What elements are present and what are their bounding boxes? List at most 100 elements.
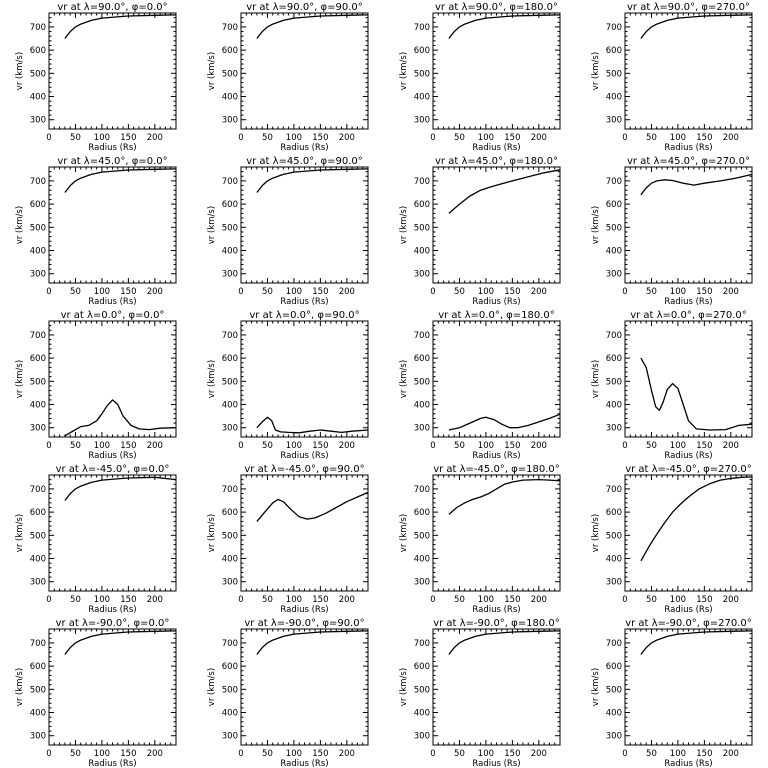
y-tick-label: 300 bbox=[414, 578, 430, 588]
y-tick-label: 300 bbox=[414, 116, 430, 126]
x-tick-label: 200 bbox=[723, 749, 739, 759]
x-tick-label: 0 bbox=[622, 287, 627, 297]
x-axis-label: Radius (Rs) bbox=[88, 605, 136, 615]
x-tick-label: 200 bbox=[147, 749, 163, 759]
x-tick-label: 100 bbox=[94, 595, 110, 605]
x-tick-label: 150 bbox=[120, 133, 136, 143]
y-tick-label: 400 bbox=[222, 247, 238, 257]
y-tick-label: 300 bbox=[30, 424, 46, 434]
x-tick-label: 200 bbox=[147, 133, 163, 143]
chart-title: vr at λ=-90.0°, φ=180.0° bbox=[433, 618, 560, 629]
x-tick-label: 0 bbox=[238, 441, 243, 451]
x-tick-label: 200 bbox=[723, 287, 739, 297]
x-axis-label: Radius (Rs) bbox=[280, 759, 328, 768]
y-tick-label: 500 bbox=[222, 531, 238, 541]
chart-title: vr at λ=-45.0°, φ=90.0° bbox=[244, 464, 364, 475]
plot-frame bbox=[432, 12, 561, 130]
y-tick-label: 700 bbox=[222, 639, 238, 649]
y-tick-label: 700 bbox=[606, 485, 622, 495]
x-tick-label: 0 bbox=[46, 133, 51, 143]
x-tick-label: 50 bbox=[646, 749, 657, 759]
x-tick-label: 100 bbox=[670, 287, 686, 297]
y-tick-label: 300 bbox=[414, 270, 430, 280]
x-tick-label: 200 bbox=[339, 133, 355, 143]
x-axis-label: Radius (Rs) bbox=[280, 297, 328, 307]
chart-title: vr at λ=45.0°, φ=270.0° bbox=[627, 156, 750, 167]
y-tick-label: 500 bbox=[222, 377, 238, 387]
y-tick-label: 300 bbox=[222, 116, 238, 126]
y-tick-label: 400 bbox=[222, 555, 238, 565]
chart-title: vr at λ=90.0°, φ=90.0° bbox=[246, 2, 363, 13]
y-tick-label: 500 bbox=[606, 223, 622, 233]
y-tick-label: 700 bbox=[222, 23, 238, 33]
x-tick-label: 100 bbox=[286, 749, 302, 759]
chart-panel: vr at λ=90.0°, φ=180.0° 0 50 100 150 200 300 40… bbox=[399, 2, 561, 153]
x-tick-label: 150 bbox=[120, 595, 136, 605]
x-tick-label: 100 bbox=[286, 441, 302, 451]
y-tick-label: 600 bbox=[222, 200, 238, 210]
y-tick-label: 500 bbox=[30, 685, 46, 695]
chart-panel: vr at λ=-45.0°, φ=0.0° 0 50 100 150 200 300 400… bbox=[15, 464, 177, 615]
series-line bbox=[448, 14, 561, 39]
series-line bbox=[256, 168, 369, 193]
x-tick-label: 50 bbox=[70, 287, 81, 297]
y-axis-label: vr (km/s) bbox=[591, 52, 601, 90]
series-line bbox=[64, 476, 177, 501]
y-tick-label: 300 bbox=[222, 270, 238, 280]
y-tick-label: 600 bbox=[222, 354, 238, 364]
x-tick-label: 150 bbox=[696, 749, 712, 759]
x-tick-label: 150 bbox=[120, 749, 136, 759]
plot-frame bbox=[48, 12, 177, 130]
x-tick-label: 50 bbox=[646, 441, 657, 451]
x-tick-label: 0 bbox=[238, 749, 243, 759]
plot-frame bbox=[240, 166, 369, 284]
series-line bbox=[640, 357, 753, 431]
x-tick-label: 100 bbox=[478, 749, 494, 759]
x-tick-label: 50 bbox=[70, 133, 81, 143]
x-tick-label: 150 bbox=[120, 441, 136, 451]
x-tick-label: 200 bbox=[339, 595, 355, 605]
y-tick-label: 700 bbox=[606, 331, 622, 341]
y-tick-label: 300 bbox=[606, 732, 622, 742]
y-tick-label: 300 bbox=[222, 578, 238, 588]
series-line bbox=[64, 14, 177, 39]
y-axis-label: vr (km/s) bbox=[207, 514, 217, 552]
y-axis-label: vr (km/s) bbox=[591, 206, 601, 244]
y-tick-label: 700 bbox=[30, 23, 46, 33]
y-tick-label: 400 bbox=[414, 247, 430, 257]
x-tick-label: 150 bbox=[696, 133, 712, 143]
y-tick-label: 700 bbox=[414, 23, 430, 33]
x-tick-label: 200 bbox=[531, 287, 547, 297]
x-tick-label: 100 bbox=[670, 441, 686, 451]
chart-title: vr at λ=45.0°, φ=180.0° bbox=[435, 156, 558, 167]
x-axis-label: Radius (Rs) bbox=[88, 451, 136, 461]
x-axis-label: Radius (Rs) bbox=[88, 759, 136, 768]
x-tick-label: 200 bbox=[339, 749, 355, 759]
chart-panel: vr at λ=-90.0°, φ=90.0° 0 50 100 150 200 300 40… bbox=[207, 618, 369, 768]
chart-title: vr at λ=45.0°, φ=0.0° bbox=[57, 156, 167, 167]
chart-title: vr at λ=-90.0°, φ=0.0° bbox=[56, 618, 170, 629]
chart-title: vr at λ=0.0°, φ=0.0° bbox=[61, 310, 165, 321]
y-axis-label: vr (km/s) bbox=[399, 52, 409, 90]
x-tick-label: 150 bbox=[312, 595, 328, 605]
x-tick-label: 150 bbox=[696, 595, 712, 605]
x-axis-label: Radius (Rs) bbox=[664, 297, 712, 307]
x-axis-label: Radius (Rs) bbox=[664, 605, 712, 615]
y-tick-label: 600 bbox=[606, 46, 622, 56]
y-tick-label: 400 bbox=[30, 555, 46, 565]
y-tick-label: 700 bbox=[414, 639, 430, 649]
chart-title: vr at λ=-90.0°, φ=90.0° bbox=[244, 618, 364, 629]
y-tick-label: 600 bbox=[222, 662, 238, 672]
y-tick-label: 300 bbox=[222, 424, 238, 434]
plot-frame bbox=[48, 320, 177, 438]
y-tick-label: 400 bbox=[606, 709, 622, 719]
y-tick-label: 500 bbox=[222, 69, 238, 79]
y-tick-label: 400 bbox=[606, 555, 622, 565]
y-tick-label: 500 bbox=[222, 223, 238, 233]
y-axis-label: vr (km/s) bbox=[399, 514, 409, 552]
x-tick-label: 0 bbox=[430, 287, 435, 297]
x-tick-label: 50 bbox=[70, 441, 81, 451]
y-tick-label: 500 bbox=[30, 531, 46, 541]
y-tick-label: 500 bbox=[414, 69, 430, 79]
